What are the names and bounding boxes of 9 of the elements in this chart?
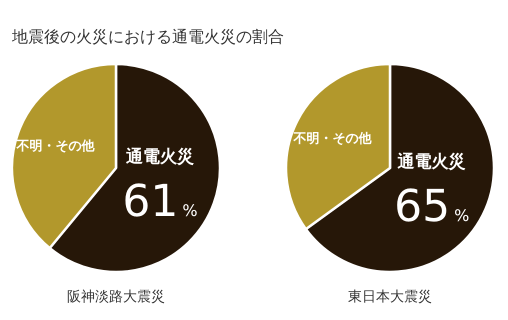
text: 阪神淡路大震災	[67, 289, 165, 305]
slice-label: 通電火災	[125, 146, 194, 167]
chart-title: 地震後の火災における通電火災の割合	[11, 27, 284, 46]
slice-label: 不明・その他	[292, 132, 373, 147]
slice-label: 不明・その他	[15, 139, 96, 154]
data-label: 65%	[394, 181, 470, 232]
data-label: 61%	[122, 176, 198, 227]
slice-label: 通電火災	[396, 152, 466, 172]
text: 東日本大震災	[348, 289, 432, 305]
